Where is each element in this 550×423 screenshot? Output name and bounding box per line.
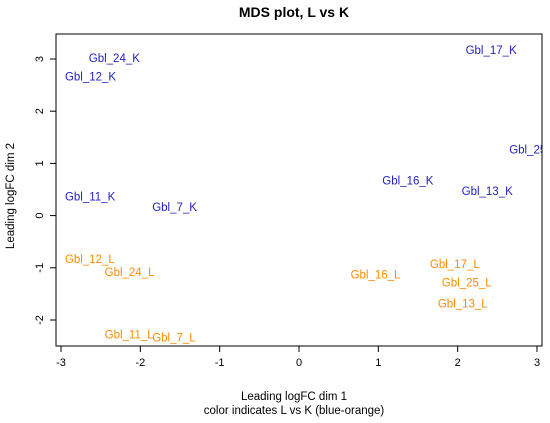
y-tick-label: 0 (34, 213, 46, 219)
point-label-gbl-16-l: Gbl_16_L (351, 270, 401, 282)
point-label-gbl-16-k: Gbl_16_K (382, 176, 433, 188)
x-tick-label: -1 (215, 357, 225, 369)
y-tick-label: -2 (34, 315, 46, 325)
point-label-gbl-7-k: Gbl_7_K (152, 202, 197, 214)
point-label-gbl-13-l: Gbl_13_L (438, 298, 488, 310)
chart-title: MDS plot, L vs K (239, 4, 349, 20)
y-tick-label: -1 (34, 263, 46, 273)
x-tick-label: -2 (135, 357, 145, 369)
x-tick-label: 3 (534, 357, 540, 369)
x-tick-label: 0 (296, 357, 302, 369)
point-label-gbl-11-l: Gbl_11_L (105, 330, 155, 342)
point-label-gbl-7-l: Gbl_7_L (152, 332, 196, 344)
point-label-gbl-17-l: Gbl_17_L (430, 259, 480, 271)
point-label-gbl-12-k: Gbl_12_K (65, 71, 116, 83)
data-points: Gbl_24_K Gbl_12_K Gbl_17_K Gbl_25_K Gbl_16_K… (65, 45, 550, 344)
x-axis-label: Leading logFC dim 1 (241, 391, 347, 403)
y-tick-label: 3 (34, 56, 46, 62)
point-label-gbl-11-k: Gbl_11_K (65, 191, 116, 203)
x-tick-label: 2 (455, 357, 461, 369)
y-tick-label: 1 (34, 160, 46, 166)
point-label-gbl-24-l: Gbl_24_L (105, 267, 155, 279)
x-axis: -3 -2 -1 0 1 2 3 (56, 345, 540, 369)
y-tick-label: 2 (34, 108, 46, 114)
point-label-gbl-25-l: Gbl_25_L (442, 277, 492, 289)
point-label-gbl-24-k: Gbl_24_K (89, 53, 140, 65)
point-label-gbl-17-k: Gbl_17_K (466, 45, 517, 57)
point-label-gbl-12-l: Gbl_12_L (65, 254, 115, 266)
point-label-gbl-25-k: Gbl_25_K (509, 144, 550, 156)
point-label-gbl-13-k: Gbl_13_K (462, 186, 513, 198)
x-tick-label: 1 (375, 357, 381, 369)
x-axis-sublabel: color indicates L vs K (blue-orange) (204, 405, 385, 417)
y-axis: -2 -1 0 1 2 3 (34, 56, 57, 325)
x-tick-label: -3 (56, 357, 66, 369)
y-axis-label: Leading logFC dim 2 (5, 143, 17, 249)
